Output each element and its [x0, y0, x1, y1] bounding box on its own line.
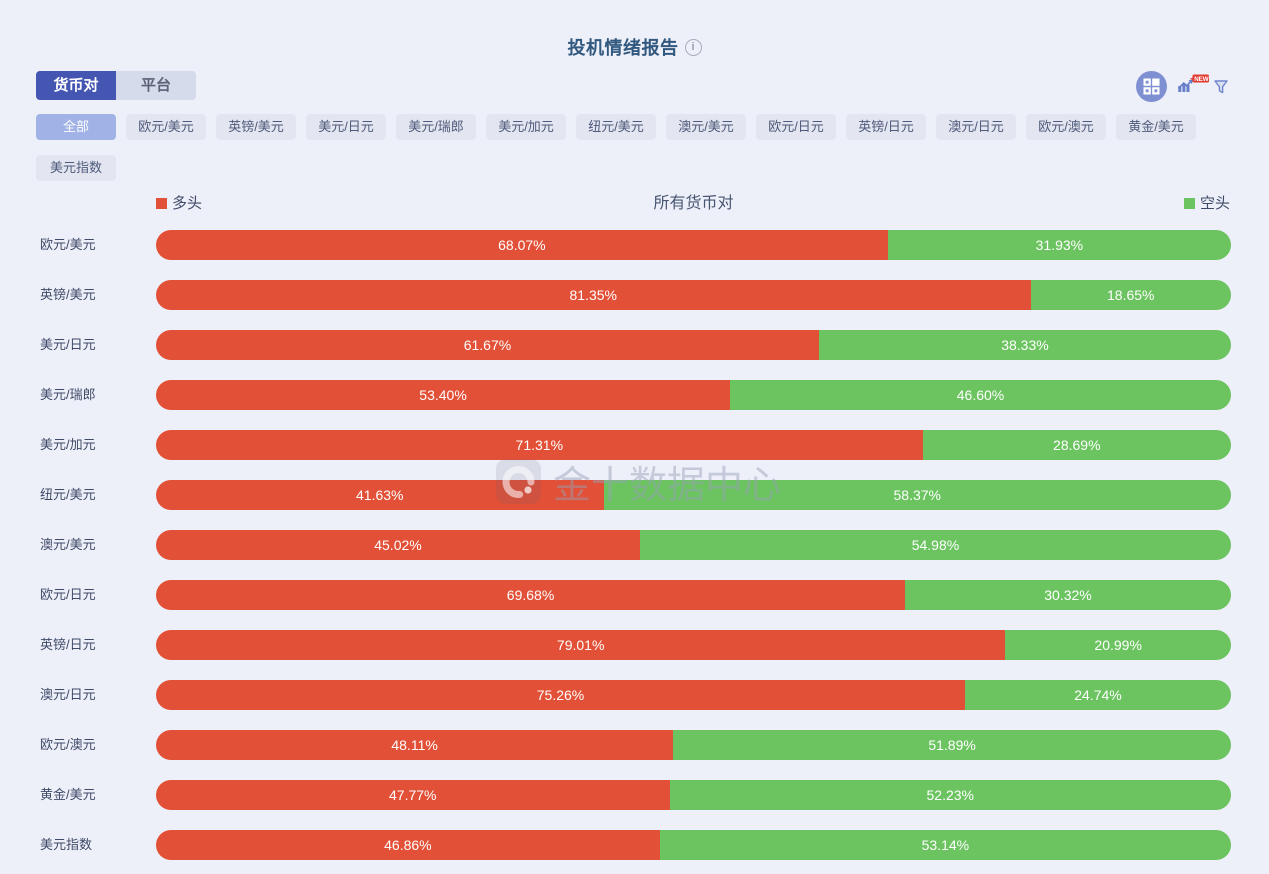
svg-text:NEW: NEW [1194, 76, 1209, 83]
